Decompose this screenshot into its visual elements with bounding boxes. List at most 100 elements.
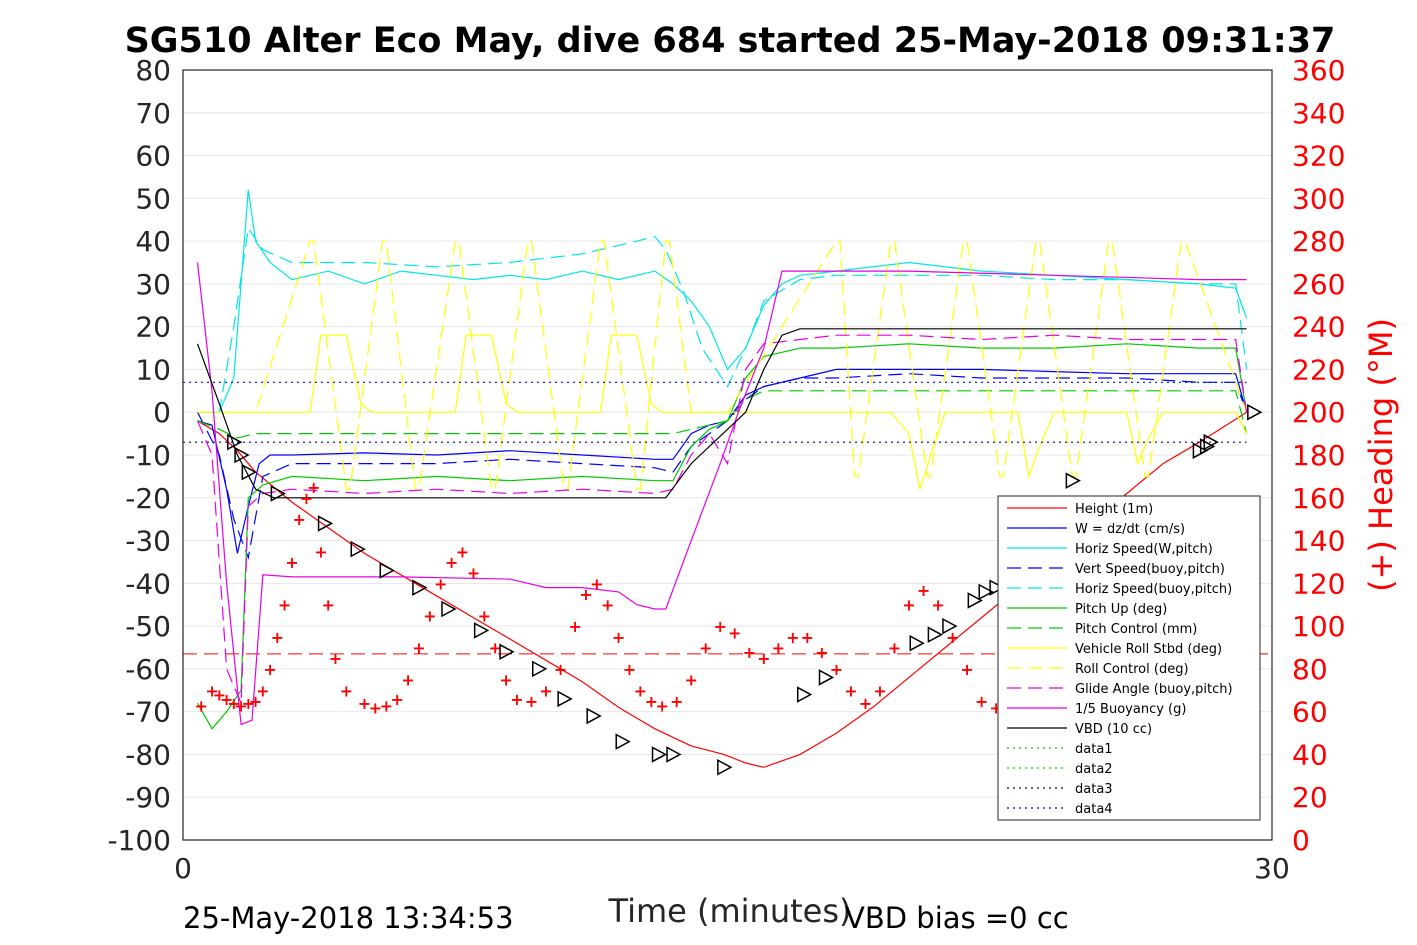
x-tick-label: 0 <box>174 852 192 885</box>
triangle-marker <box>270 485 286 502</box>
plot-lines <box>183 189 1272 768</box>
heading-point: + <box>321 596 334 615</box>
plot-frame <box>182 69 1273 841</box>
triangle-marker <box>717 759 733 776</box>
legend-label: Pitch Control (mm) <box>1075 622 1197 637</box>
heading-point: + <box>205 681 218 700</box>
right-tick-label: 100 <box>1292 610 1345 643</box>
triangle-marker <box>1065 472 1081 489</box>
left-tick-label: -90 <box>125 781 171 814</box>
heading-point: + <box>401 671 414 690</box>
heading-point: + <box>757 649 770 668</box>
heading-point: + <box>801 628 814 647</box>
heading-point: + <box>278 596 291 615</box>
left-tick-label: 0 <box>153 396 171 429</box>
heading-point: + <box>369 698 382 717</box>
heading-point: + <box>412 639 425 658</box>
triangle-marker <box>379 562 395 579</box>
heading-point: + <box>390 690 403 709</box>
triangle-marker <box>227 433 243 451</box>
heading-point: + <box>227 694 240 713</box>
left-tick-label: 80 <box>135 54 171 87</box>
triangle-marker <box>909 634 925 652</box>
heading-point: + <box>488 639 501 658</box>
right-tick-label: 300 <box>1292 182 1345 215</box>
triangle-marks <box>227 403 1263 776</box>
heading-point: + <box>568 617 581 636</box>
heading-point: + <box>601 596 614 615</box>
right-tick-label: 80 <box>1292 653 1328 686</box>
left-tick-label: 20 <box>135 311 171 344</box>
heading-point: + <box>699 639 712 658</box>
right-axis-label: (+) Heading (°M) <box>1362 318 1400 592</box>
legend-label: Vehicle Roll Stbd (deg) <box>1075 642 1222 657</box>
left-tick-label: -80 <box>125 738 171 771</box>
heading-point: + <box>300 489 313 508</box>
triangle-marker <box>1247 403 1263 421</box>
heading-point: + <box>844 681 857 700</box>
triangle-marker <box>978 583 994 601</box>
triangle-marker <box>1192 442 1208 459</box>
heading-point: + <box>830 660 843 679</box>
legend-label: data3 <box>1075 782 1113 797</box>
series-line-2 <box>197 189 1248 413</box>
heading-point: + <box>445 553 458 572</box>
triangle-marker <box>350 540 366 558</box>
heading-point: + <box>539 681 552 700</box>
heading-point: + <box>728 624 741 643</box>
heading-point: + <box>285 553 298 572</box>
heading-point: + <box>917 581 930 600</box>
heading-point: + <box>714 617 727 636</box>
left-tick-label: -60 <box>125 653 171 686</box>
triangle-marker <box>241 463 257 481</box>
heading-point: + <box>220 690 233 709</box>
legend-label: Pitch Up (deg) <box>1075 602 1167 617</box>
heading-point: + <box>590 574 603 593</box>
heading-point: + <box>242 694 255 713</box>
triangle-marker <box>499 643 515 661</box>
right-tick-label: 240 <box>1292 311 1345 344</box>
right-tick-label: 40 <box>1292 738 1328 771</box>
heading-point: + <box>510 690 523 709</box>
heading-point: + <box>256 681 269 700</box>
left-tick-label: 40 <box>135 225 171 258</box>
legend-label: data4 <box>1075 802 1113 817</box>
triangle-marker <box>1199 438 1216 455</box>
legend-box <box>997 495 1261 821</box>
triangle-marker <box>818 669 835 686</box>
legend-label: Vert Speed(buoy,pitch) <box>1075 562 1225 577</box>
x-tick-label: 30 <box>1254 852 1290 885</box>
heading-point: + <box>902 596 915 615</box>
heading-marks: +++++++++++++++++++++++++++++++++++ +++++… <box>194 478 1031 717</box>
heading-point: + <box>554 660 567 679</box>
heading-point: + <box>307 478 320 497</box>
triangle-marker <box>989 579 1005 596</box>
heading-point: + <box>358 694 371 713</box>
heading-point: + <box>314 542 327 561</box>
heading-point: + <box>960 660 973 679</box>
series-line-11 <box>196 328 1247 499</box>
legend-label: 1/5 Buoyancy (g) <box>1075 702 1186 717</box>
footer-timestamp: 25-May-2018 13:34:53 <box>183 901 514 935</box>
legend: Height (1m) W = dz/dt (cm/s) Horiz Speed(W… <box>997 495 1261 821</box>
triangle-marker <box>531 660 548 678</box>
triangle-marker <box>942 617 958 635</box>
triangle-marker <box>796 686 813 703</box>
legend-label: data1 <box>1075 742 1113 757</box>
triangle-marker <box>967 592 983 609</box>
chart-title: SG510 Alter Eco May, dive 684 started 25… <box>125 21 1336 61</box>
triangle-marker <box>651 746 668 763</box>
series-line-9 <box>196 334 1248 704</box>
left-tick-label: -40 <box>125 567 171 600</box>
heading-point: + <box>271 628 284 647</box>
heading-point: + <box>655 696 668 715</box>
heading-point: + <box>213 686 226 705</box>
heading-point: + <box>670 692 683 711</box>
heading-point: + <box>194 696 207 715</box>
x-axis-label: Time (minutes) <box>608 892 852 930</box>
series-line-3 <box>196 373 1248 560</box>
footer-vbd-bias: VBD bias =0 cc <box>845 901 1069 935</box>
legend-label: Height (1m) <box>1075 502 1153 517</box>
right-tick-label: 180 <box>1292 439 1345 472</box>
